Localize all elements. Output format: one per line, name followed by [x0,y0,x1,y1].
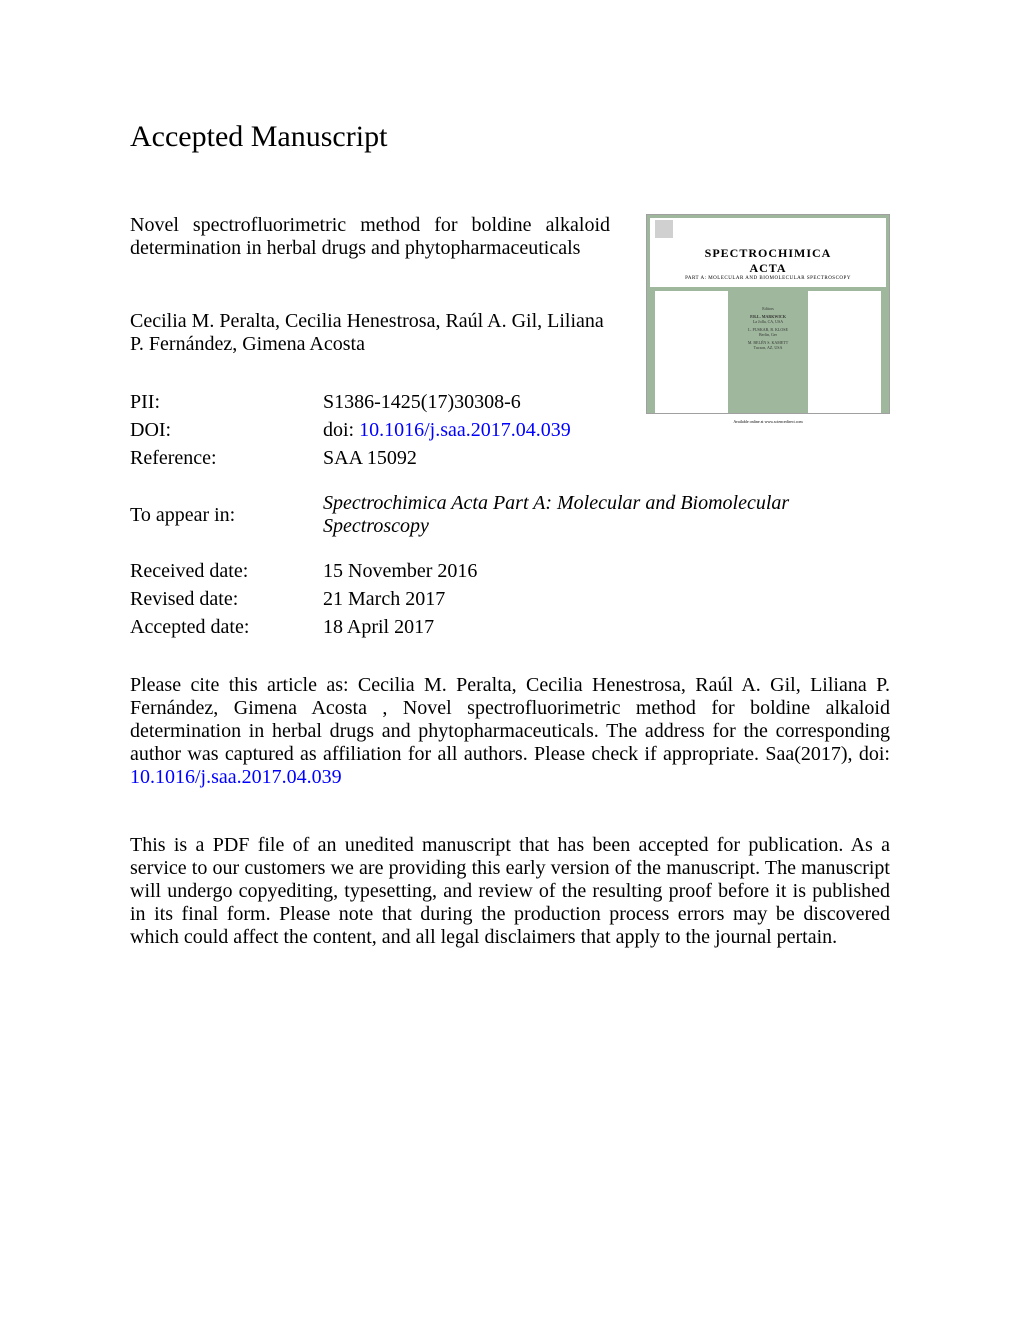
citation-doi-link[interactable]: 10.1016/j.saa.2017.04.039 [130,766,342,788]
cover-column-middle: Editors P.R.L. MARKWICK La Jolla, CA, US… [732,291,805,413]
journal-cover-thumbnail: SPECTROCHIMICA ACTA PART A: MOLECULAR AN… [646,214,890,414]
cover-journal-title: SPECTROCHIMICA [650,246,886,261]
reference-value: SAA 15092 [323,447,890,470]
accepted-label: Accepted date: [130,616,323,639]
accepted-value: 18 April 2017 [323,616,890,639]
cover-column-right [808,291,881,413]
cover-journal-subtitle: ACTA [650,261,886,276]
appear-label: To appear in: [130,504,323,527]
pii-label: PII: [130,391,323,414]
accepted-manuscript-heading: Accepted Manuscript [130,120,890,154]
cover-journal-tagline: PART A: MOLECULAR AND BIOMOLECULAR SPECT… [650,276,886,281]
citation-paragraph: Please cite this article as: Cecilia M. … [130,674,890,789]
appear-value: Spectrochimica Acta Part A: Molecular an… [323,492,890,538]
cover-column-left [655,291,728,413]
elsevier-logo-icon [655,220,673,238]
cover-footer: Available online at www.sciencedirect.co… [650,417,886,429]
revised-label: Revised date: [130,588,323,611]
revised-value: 21 March 2017 [323,588,890,611]
received-value: 15 November 2016 [323,560,890,583]
reference-label: Reference: [130,447,323,470]
received-label: Received date: [130,560,323,583]
disclaimer-paragraph: This is a PDF file of an unedited manusc… [130,834,890,949]
doi-link[interactable]: 10.1016/j.saa.2017.04.039 [359,419,571,441]
doi-label: DOI: [130,419,323,442]
